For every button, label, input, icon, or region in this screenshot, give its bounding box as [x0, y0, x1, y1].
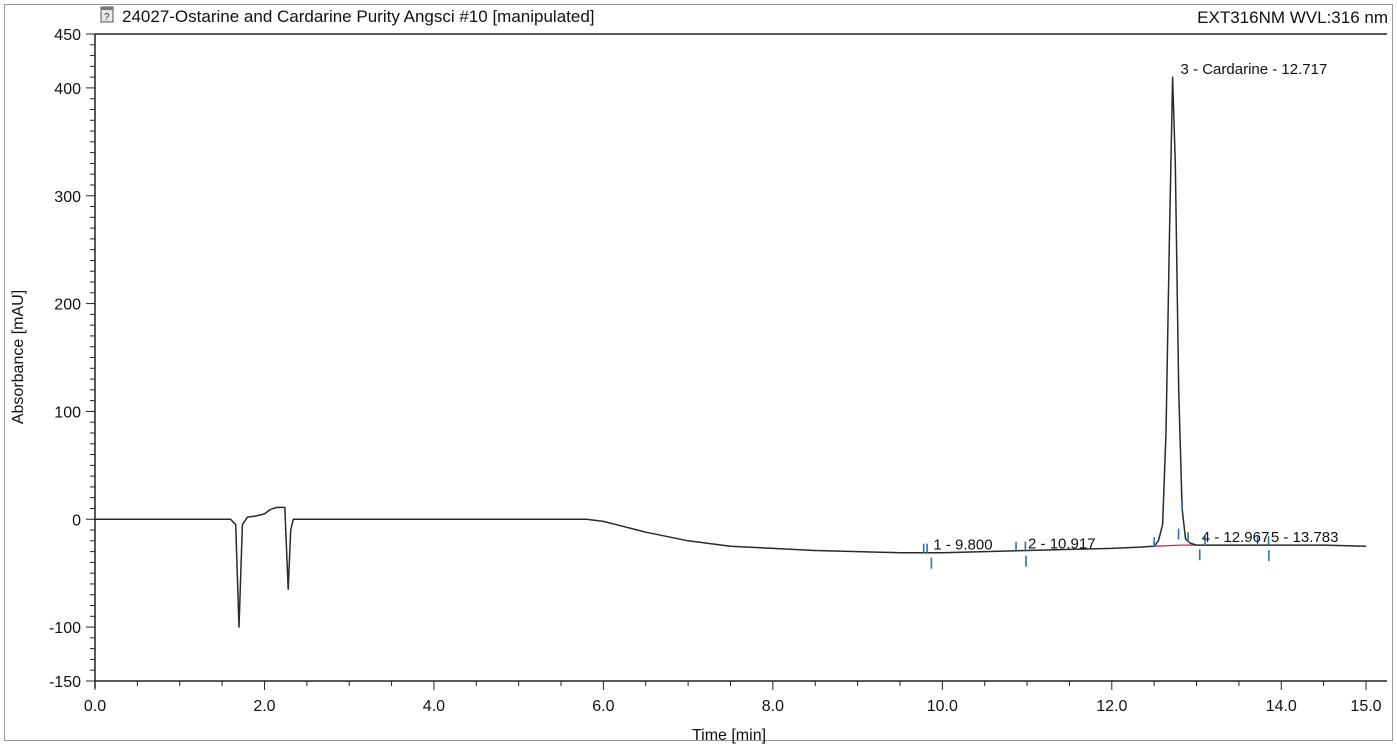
peak-label: 5 - 13.783 [1271, 529, 1339, 546]
x-axis-ticks: 0.0 2.0 4.0 6.0 8.0 10.0 12.0 14.0 15.0 [84, 681, 1382, 715]
y-tick-label: 200 [54, 297, 81, 314]
channel-label: EXT316NM WVL:316 nm [1197, 8, 1388, 27]
chart-frame [4, 4, 1393, 741]
traces [95, 76, 1367, 628]
x-tick-label: 12.0 [1096, 698, 1127, 715]
chart-title: 24027-Ostarine and Cardarine Purity Angs… [122, 7, 595, 26]
peak-markers [922, 499, 1270, 569]
y-axis-title: Absorbance [mAU] [10, 290, 27, 424]
peak-annotations: 1 - 9.800 2 - 10.917 3 - Cardarine - 12.71… [933, 61, 1338, 554]
y-tick-label: -100 [49, 620, 81, 637]
x-tick-label: 4.0 [423, 698, 445, 715]
y-tick-label: 100 [54, 404, 81, 421]
y-tick-label: 450 [54, 27, 81, 44]
peak-label: 3 - Cardarine - 12.717 [1181, 61, 1328, 78]
x-tick-label: 2.0 [253, 698, 275, 715]
peak-label: 1 - 9.800 [933, 537, 992, 554]
y-tick-label: 400 [54, 81, 81, 98]
x-tick-label: 15.0 [1350, 698, 1381, 715]
svg-text:?: ? [104, 12, 110, 23]
document-icon: ? [100, 6, 114, 23]
y-axis-ticks: 450 400 300 200 100 0 -100 -150 [49, 27, 95, 691]
y-tick-label: 0 [72, 512, 81, 529]
x-tick-label: 10.0 [927, 698, 958, 715]
x-tick-label: 0.0 [84, 698, 106, 715]
peak-label: 2 - 10.917 [1028, 536, 1096, 553]
x-axis-title: Time [min] [692, 727, 766, 744]
y-tick-label: 300 [54, 189, 81, 206]
y-tick-label: -150 [49, 674, 81, 691]
x-tick-label: 8.0 [762, 698, 784, 715]
integration-baseline [1154, 544, 1183, 547]
chromatogram-trace [95, 76, 1367, 628]
peak-label: 4 - 12.967 [1202, 529, 1270, 546]
header: ? 24027-Ostarine and Cardarine Purity An… [100, 6, 1388, 27]
x-tick-label: 6.0 [592, 698, 614, 715]
x-tick-label: 14.0 [1266, 698, 1297, 715]
